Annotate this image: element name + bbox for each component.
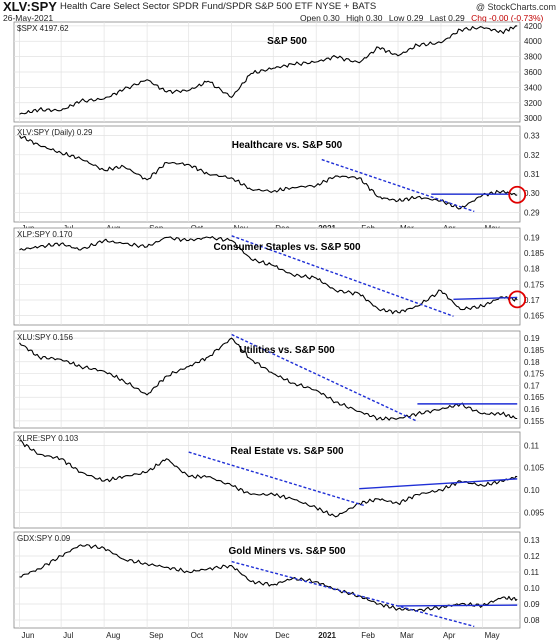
- y-tick-label: 0.185: [524, 346, 545, 355]
- change-value: Chg -0.00 (-0.73%): [471, 13, 544, 23]
- y-tick-label: 0.18: [524, 358, 540, 367]
- panel-title: S&P 500: [267, 36, 307, 47]
- open-value: Open 0.30: [300, 13, 340, 23]
- chart-panel: 0.08 0.09 0.10 0.11 0.12 0.13 GDX:SPY 0.09 Gold…: [13, 531, 540, 640]
- support-line: [453, 296, 518, 301]
- x-tick-label: May: [485, 631, 500, 640]
- y-tick-label: 0.175: [524, 370, 545, 379]
- panel-title: Real Estate vs. S&P 500: [230, 446, 344, 457]
- panel-title: Gold Miners vs. S&P 500: [228, 546, 346, 557]
- y-tick-label: 0.165: [524, 312, 545, 321]
- y-tick-label: 0.155: [524, 417, 545, 426]
- y-tick-label: 0.17: [524, 381, 540, 390]
- y-tick-label: 0.12: [524, 552, 540, 561]
- price-line: [19, 236, 518, 315]
- price-line: [19, 135, 518, 210]
- chart-panel: 0.29 0.30 0.31 0.32 0.33 XLV:SPY (Daily) 0.29…: [13, 125, 540, 233]
- y-tick-label: 3000: [524, 114, 542, 123]
- chart-panel: 0.165 0.17 0.175 0.18 0.185 0.19 XLP:SPY 0.170…: [13, 227, 545, 326]
- x-tick-label: Dec: [275, 631, 289, 640]
- highlight-circle: [508, 185, 527, 204]
- downtrend-line: [321, 158, 475, 213]
- x-tick-label: Apr: [443, 631, 456, 640]
- price-line: [19, 337, 518, 421]
- last-value: Last 0.29: [429, 13, 465, 23]
- panel-title: Utilities vs. S&P 500: [239, 345, 335, 356]
- y-tick-label: 0.165: [524, 393, 545, 402]
- panel-title: Consumer Staples vs. S&P 500: [213, 242, 361, 253]
- panel-frame: [13, 330, 521, 429]
- y-tick-label: 0.17: [524, 296, 540, 305]
- panel-label: GDX:SPY 0.09: [17, 534, 71, 543]
- chart-panel: 0.095 0.10 0.105 0.11 XLRE:SPY 0.103 Real Est…: [13, 431, 545, 529]
- panel-title: Healthcare vs. S&P 500: [232, 140, 343, 151]
- panel-label: XLP:SPY 0.170: [17, 230, 73, 239]
- y-tick-label: 0.31: [524, 170, 540, 179]
- y-tick-label: 3600: [524, 68, 542, 77]
- y-tick-label: 0.29: [524, 208, 540, 217]
- highlight-circle: [508, 290, 527, 309]
- y-tick-label: 4200: [524, 22, 542, 31]
- x-tick-label: Aug: [106, 631, 120, 640]
- ohlc-readout: Open 0.30 High 0.30 Low 0.29 Last 0.29 C…: [300, 13, 547, 23]
- support-line: [398, 604, 518, 607]
- y-tick-label: 0.16: [524, 405, 540, 414]
- stockcharts-logo: @ StockCharts.com: [475, 2, 556, 12]
- y-tick-label: 3800: [524, 53, 542, 62]
- y-tick-label: 0.09: [524, 600, 540, 609]
- panel-label: $SPX 4197.62: [17, 24, 69, 33]
- y-tick-label: 0.175: [524, 280, 545, 289]
- price-line: [19, 440, 518, 518]
- y-tick-label: 3200: [524, 99, 542, 108]
- x-tick-label: Oct: [191, 631, 204, 640]
- y-tick-label: 0.08: [524, 616, 540, 625]
- y-tick-label: 3400: [524, 83, 542, 92]
- y-tick-label: 0.11: [524, 568, 540, 577]
- downtrend-line: [231, 333, 418, 423]
- high-value: High 0.30: [346, 13, 383, 23]
- y-tick-label: 0.33: [524, 132, 540, 141]
- x-tick-label: Mar: [400, 631, 414, 640]
- y-tick-label: 0.18: [524, 265, 540, 274]
- y-tick-label: 0.095: [524, 508, 545, 517]
- x-tick-label: Sep: [149, 631, 164, 640]
- x-tick-label: Jun: [22, 631, 35, 640]
- x-tick-label: Feb: [361, 631, 375, 640]
- y-tick-label: 0.30: [524, 189, 540, 198]
- price-line: [19, 25, 518, 115]
- chart-header: XLV:SPY Health Care Select Sector SPDR F…: [0, 0, 560, 23]
- chart-panel: 3000 3200 3400 3600 3800 4000 4200 $SPX 4197.62…: [13, 21, 542, 123]
- quote-date: 26-May-2021: [3, 13, 54, 23]
- chart-panel: 0.155 0.16 0.165 0.17 0.175 0.18 0.185 0.19 XLU:…: [13, 330, 545, 429]
- low-value: Low 0.29: [388, 13, 424, 23]
- y-tick-label: 4000: [524, 37, 542, 46]
- y-tick-label: 0.13: [524, 536, 540, 545]
- y-tick-label: 0.11: [524, 441, 540, 450]
- y-tick-label: 0.10: [524, 584, 540, 593]
- price-line: [19, 544, 518, 612]
- downtrend-line: [231, 560, 475, 628]
- x-tick-label: Nov: [234, 631, 248, 640]
- y-tick-label: 0.105: [524, 464, 545, 473]
- ticker-symbol: XLV:SPY: [3, 0, 57, 14]
- downtrend-line: [231, 235, 454, 317]
- panel-label: XLV:SPY (Daily) 0.29: [17, 128, 93, 137]
- panel-frame: [13, 227, 521, 326]
- panel-frame: [13, 431, 521, 529]
- y-tick-label: 0.19: [524, 334, 540, 343]
- x-tick-label: Jul: [63, 631, 73, 640]
- y-tick-label: 0.19: [524, 233, 540, 242]
- y-tick-label: 0.185: [524, 249, 545, 258]
- ticker-name: Health Care Select Sector SPDR Fund/SPDR…: [60, 1, 377, 12]
- panel-label: XLRE:SPY 0.103: [17, 434, 79, 443]
- support-line: [359, 478, 518, 490]
- x-tick-label: 2021: [318, 631, 336, 640]
- downtrend-line: [188, 451, 365, 507]
- y-tick-label: 0.10: [524, 486, 540, 495]
- y-tick-label: 0.32: [524, 151, 540, 160]
- panel-label: XLU:SPY 0.156: [17, 333, 73, 342]
